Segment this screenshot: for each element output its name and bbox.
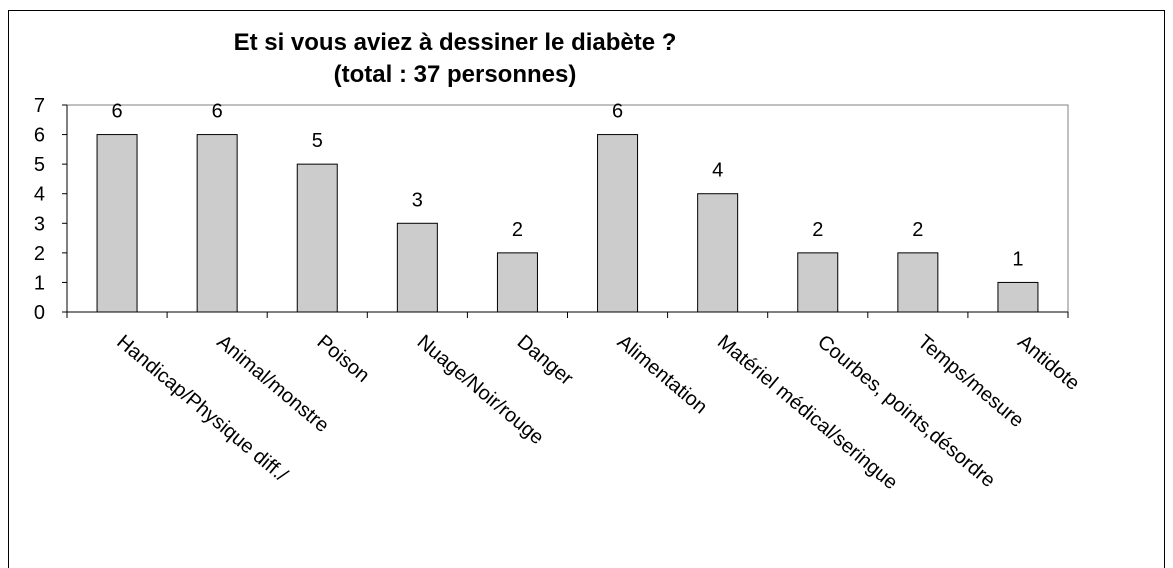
y-tick-label: 0 [34, 302, 45, 324]
bar [797, 252, 839, 313]
bar [597, 134, 639, 313]
y-tick-label: 3 [34, 213, 45, 235]
value-label: 1 [1012, 248, 1023, 270]
value-label: 6 [612, 101, 623, 123]
value-label: 3 [412, 189, 423, 211]
value-label: 2 [812, 219, 823, 241]
value-label: 4 [712, 160, 723, 182]
bar [997, 281, 1039, 313]
y-tick-label: 5 [34, 154, 45, 176]
y-tick-label: 7 [34, 95, 45, 117]
chart-title: Et si vous aviez à dessiner le diabète ? [234, 29, 677, 56]
chart-subtitle: (total : 37 personnes) [334, 61, 577, 88]
value-label: 2 [512, 219, 523, 241]
value-label: 5 [312, 130, 323, 152]
bar [96, 134, 138, 313]
y-tick-label: 6 [34, 125, 45, 147]
bar [897, 252, 939, 313]
bar [496, 252, 538, 313]
value-label: 6 [212, 101, 223, 123]
y-tick-label: 2 [34, 243, 45, 265]
y-tick-label: 1 [34, 272, 45, 294]
value-label: 2 [912, 219, 923, 241]
bar [697, 193, 739, 313]
bar [296, 163, 338, 313]
bar [196, 134, 238, 313]
y-tick-label: 4 [34, 184, 45, 206]
bar [396, 222, 438, 313]
value-label: 6 [111, 101, 122, 123]
